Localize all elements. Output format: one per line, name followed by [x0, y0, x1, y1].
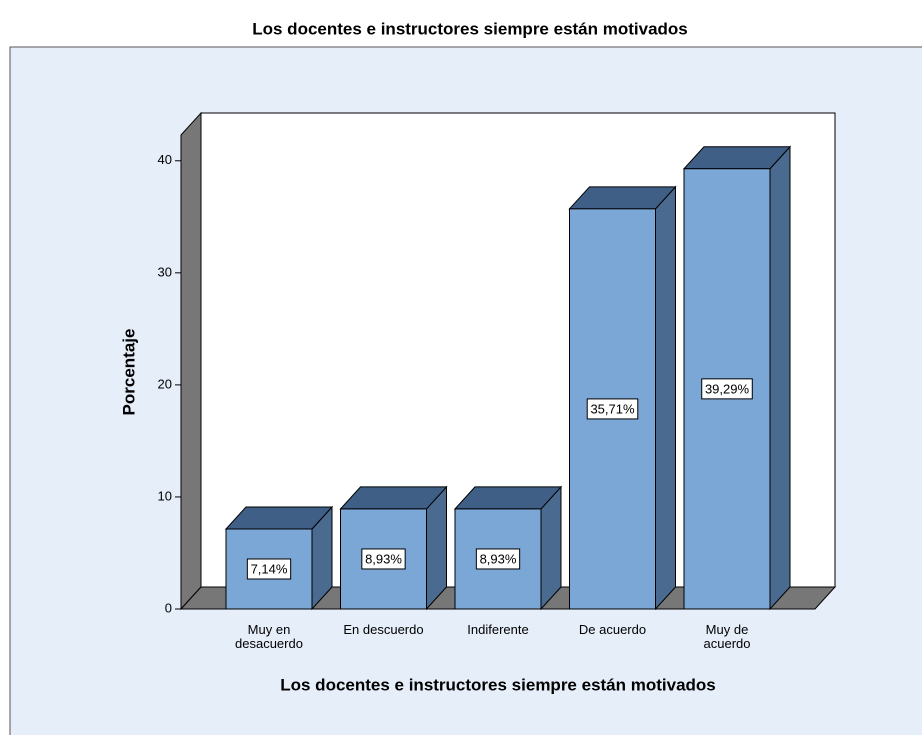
value-label: 8,93% — [480, 551, 517, 566]
x-tick-label: De acuerdo — [578, 622, 647, 637]
y-tick-label: 10 — [158, 488, 172, 503]
x-tick-label: Indiferente — [467, 622, 529, 637]
value-label-box — [361, 548, 406, 570]
y-axis-title: Porcentaje — [119, 329, 138, 416]
x-tick-label: Muy de acuerdo — [703, 622, 751, 651]
value-label-box — [246, 558, 292, 580]
x-tick-label: En descuerdo — [343, 622, 424, 637]
bar-side — [655, 185, 676, 611]
bar-side — [769, 145, 791, 611]
value-label: 35,71% — [590, 401, 635, 416]
x-axis-title: Los docentes e instructores siempre está… — [280, 675, 716, 694]
side-wall — [180, 111, 202, 611]
y-tick-label: 40 — [158, 152, 172, 167]
y-tick-label: 0 — [165, 600, 172, 615]
value-label: 8,93% — [365, 551, 402, 566]
value-label-box — [701, 378, 753, 400]
y-tick-label: 20 — [158, 376, 172, 391]
value-label-box — [586, 398, 639, 420]
chart-title: Los docentes e instructores siempre está… — [252, 19, 688, 38]
value-label: 39,29% — [705, 381, 750, 396]
x-tick-label: Muy en desacuerdo — [235, 622, 303, 651]
value-label: 7,14% — [251, 561, 288, 576]
y-tick-label: 30 — [158, 264, 172, 279]
value-label-box — [475, 548, 521, 570]
